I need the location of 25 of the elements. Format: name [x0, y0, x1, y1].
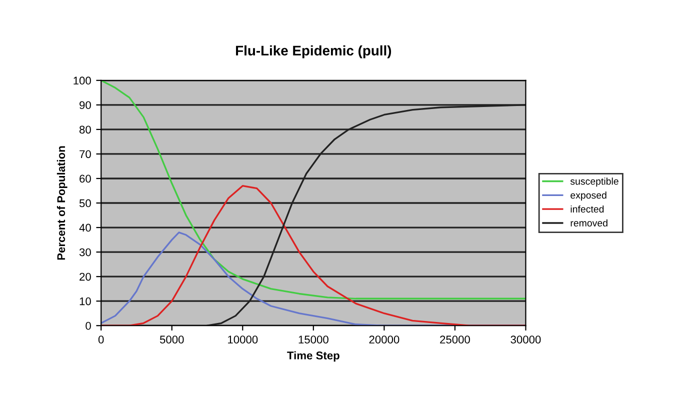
x-axis-title: Time Step: [287, 351, 340, 362]
legend-label: removed: [570, 219, 608, 227]
y-tick-label: 90: [80, 101, 91, 110]
x-tick-label: 5000: [160, 336, 184, 344]
x-tick-label: 30000: [510, 336, 541, 344]
x-tick-label: 0: [98, 336, 104, 344]
y-tick-label: 70: [80, 150, 91, 158]
y-tick-label: 80: [80, 126, 91, 134]
y-tick-label: 20: [80, 272, 91, 281]
y-tick-label: 50: [79, 199, 91, 208]
x-tick-label: 15000: [298, 336, 328, 344]
y-tick-label: 30: [79, 248, 91, 256]
legend-label: infected: [570, 205, 604, 213]
legend-label: susceptible: [570, 178, 618, 187]
y-tick-label: 60: [80, 174, 91, 183]
y-tick-label: 100: [74, 76, 91, 85]
y-tick-label: 0: [86, 322, 91, 330]
x-tick-label: 10000: [228, 336, 258, 344]
chart-title: Flu-Like Epidemic (pull): [236, 45, 392, 58]
y-axis-title: Percent of Population: [56, 146, 68, 260]
legend-label: exposed: [570, 192, 606, 201]
x-tick-label: 25000: [440, 336, 470, 344]
x-tick-label: 20000: [369, 336, 400, 344]
y-tick-label: 10: [80, 297, 91, 306]
y-tick-label: 40: [79, 224, 91, 232]
